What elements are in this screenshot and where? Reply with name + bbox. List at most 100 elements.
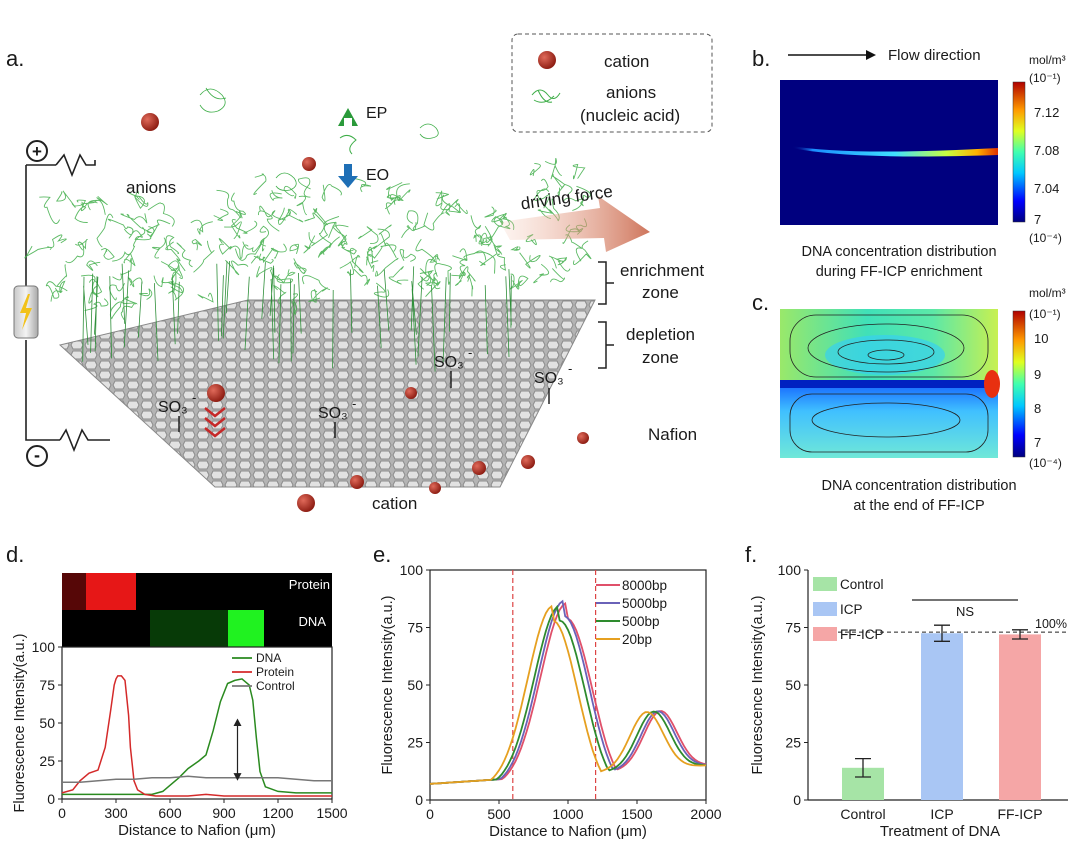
chart-f-xlabel: Treatment of DNA	[880, 823, 1000, 840]
colorbar-c-unit: mol/m³	[1029, 286, 1066, 300]
chart-e-series-20bp	[429, 604, 707, 785]
chart-d-series-dna	[62, 678, 332, 796]
panel-d-label: d.	[6, 542, 24, 567]
plus-terminal	[26, 140, 48, 162]
protein-band	[86, 573, 136, 610]
circuit	[25, 153, 110, 453]
chart-d-xtick-label: 600	[158, 805, 182, 821]
eo-label: EO	[366, 167, 389, 184]
ep-label: EP	[366, 105, 387, 122]
caption-c-1: DNA concentration distribution	[821, 478, 1016, 494]
anion-brush-strands	[24, 157, 592, 321]
depletion-band	[780, 380, 998, 388]
svg-text:-: -	[568, 361, 572, 376]
caption-b-1: DNA concentration distribution	[801, 244, 996, 260]
svg-text:SO₃: SO₃	[534, 370, 564, 387]
chart-f-errorbar	[934, 624, 950, 642]
chart-f-ytick-label: 100	[778, 562, 802, 578]
depletion-chevrons-icon	[204, 407, 226, 438]
so3-group-1: SO₃ -	[158, 390, 196, 432]
panel-e-label: e.	[373, 542, 391, 567]
svg-text:SO₃: SO₃	[434, 354, 464, 371]
colorbar-c	[1012, 310, 1026, 458]
chart-f-legend-swatch	[813, 602, 837, 616]
legend-anion-icon	[531, 89, 561, 103]
chart-d-xtick-label: 1500	[316, 805, 347, 821]
cations	[141, 113, 589, 512]
plus-sign: +	[32, 142, 42, 161]
legend-cation-text: cation	[604, 52, 649, 71]
chart-e-legend-20bp: 20bp	[622, 632, 652, 647]
svg-text:SO₃: SO₃	[158, 399, 188, 416]
colorbar-b	[1012, 81, 1026, 223]
svg-text:-: -	[192, 390, 196, 405]
chart-e-legend-500bp: 500bp	[622, 614, 660, 629]
chart-d-legend-protein: Protein	[256, 665, 294, 679]
colorbar-c-top: (10⁻¹)	[1029, 307, 1061, 321]
protein-band-fade	[62, 573, 86, 610]
chart-f-xtick-label: ICP	[930, 806, 953, 822]
cation-label: cation	[372, 494, 417, 513]
chart-d-arrow-head-down	[233, 773, 242, 781]
chart-e-ytick-label: 75	[407, 620, 423, 636]
so3-group-4: SO₃ -	[534, 361, 572, 404]
lightning-icon	[20, 294, 32, 330]
anion-brush-stems	[82, 260, 512, 372]
chart-e-ytick-label: 0	[415, 792, 423, 808]
colorbar-c-tick-4: 7	[1034, 435, 1041, 450]
so3-group-3: SO₃ -	[434, 345, 472, 388]
chart-d-ytick-label: 50	[39, 715, 55, 731]
nafion-label: Nafion	[648, 425, 697, 444]
enrichment-streak	[792, 146, 998, 157]
legend-cation-ball	[538, 51, 556, 69]
chart-f-errorbar	[1012, 629, 1028, 640]
chart-d-arrow-head-up	[233, 718, 242, 727]
chart-e-xtick-label: 1500	[621, 806, 652, 822]
chart-f-ytick-label: 0	[793, 792, 801, 808]
chart-f-bar-ff-icp	[999, 634, 1041, 800]
vortex-core	[825, 335, 945, 375]
colorbar-b-tick-3: 7.04	[1034, 181, 1059, 196]
enrichment-bracket	[598, 261, 614, 305]
colorbar-b-top: (10⁻¹)	[1029, 71, 1061, 85]
chart-d-ylabel: Fluorescence Intensity(a.u.)	[12, 634, 28, 813]
legend-anions-text: anions	[606, 83, 656, 102]
chart-f-reference-label: 100%	[1035, 617, 1067, 631]
chart-e-xtick-label: 1000	[552, 806, 583, 822]
panel-d: d. Protein DNA 0 25 50 75 100 0 300 600 900 1200 1…	[6, 542, 348, 839]
panel-c: c. mol/m³ (10⁻¹) 10 9 8 7 (10⁻⁴) DNA con…	[752, 286, 1066, 514]
panel-f: f. 0 25 50 75 100 Fluorescence Intensity(a.u.…	[745, 542, 1068, 840]
chart-d-ytick-label: 75	[39, 677, 55, 693]
heatmap-c-bottom	[780, 386, 998, 458]
depletion-text-1: depletion	[626, 325, 695, 344]
panel-b: b. Flow direction mol/m³ (10⁻¹) 7.12 7.0…	[752, 46, 1066, 280]
colorbar-c-bottom: (10⁻⁴)	[1029, 456, 1062, 470]
chart-e-xtick-label: 2000	[690, 806, 721, 822]
anions-label: anions	[126, 178, 176, 197]
chart-e-legend-8000bp: 8000bp	[622, 578, 667, 593]
chart-f-ytick-label: 50	[785, 677, 801, 693]
chart-d-xlabel: Distance to Nafion (μm)	[118, 822, 276, 839]
chart-e-ytick-label: 50	[407, 677, 423, 693]
chart-f-xtick-label: FF-ICP	[997, 806, 1042, 822]
nafion-membrane	[58, 299, 596, 488]
chart-d-xtick-label: 300	[104, 805, 128, 821]
chart-d-series-control	[62, 775, 332, 784]
chart-d-xtick-label: 900	[212, 805, 236, 821]
so3-group-2: SO₃ -	[318, 396, 356, 438]
chart-f-legend-swatch	[813, 627, 837, 641]
chart-f: 0 25 50 75 100 Fluorescence Intensity(a.u.) Co…	[750, 562, 1068, 840]
panel-f-label: f.	[745, 542, 757, 567]
caption-b-2: during FF-ICP enrichment	[816, 264, 983, 280]
caption-c-2: at the end of FF-ICP	[853, 498, 984, 514]
protein-strip-label: Protein	[289, 577, 330, 592]
chart-f-legend-swatch	[813, 577, 837, 591]
colorbar-c-tick-1: 10	[1034, 331, 1048, 346]
chart-d-legend-dna: DNA	[256, 651, 281, 665]
panel-a: a. cation anions (nucleic acid) + - driv…	[6, 33, 713, 513]
chart-e-xtick-label: 500	[487, 806, 511, 822]
colorbar-c-tick-3: 8	[1034, 401, 1041, 416]
